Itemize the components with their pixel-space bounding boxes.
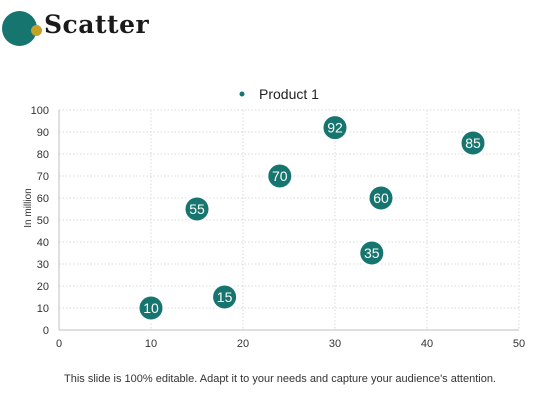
chart-legend: Product 1 — [239, 86, 319, 102]
data-point — [137, 294, 165, 322]
y-tick-label: 100 — [31, 105, 49, 117]
y-tick-label: 50 — [37, 215, 49, 227]
y-tick-label: 10 — [37, 303, 49, 315]
x-tick-label: 0 — [56, 338, 62, 350]
y-tick-label: 20 — [37, 281, 49, 293]
data-point-label: 85 — [465, 135, 481, 151]
data-point — [266, 162, 294, 190]
data-point — [358, 239, 386, 267]
logo-circle-small — [31, 25, 42, 36]
data-point — [321, 114, 349, 142]
data-point-label: 55 — [189, 201, 205, 217]
x-tick-label: 50 — [513, 338, 525, 350]
slide-title: Scatter — [44, 10, 150, 39]
grid-lines — [59, 109, 520, 330]
data-points: 10 15 55 70 92 35 60 85 — [137, 114, 487, 322]
data-point — [459, 129, 487, 157]
x-tick-label: 30 — [329, 338, 341, 350]
y-tick-label: 90 — [37, 127, 49, 139]
x-tick-label: 40 — [421, 338, 433, 350]
x-tick-label: 10 — [145, 338, 157, 350]
axes: 0 10 20 30 40 50 60 70 80 90 100 0 10 20 30 40 50 — [31, 105, 525, 350]
data-point-label: 10 — [143, 300, 159, 316]
y-tick-label: 70 — [37, 171, 49, 183]
data-point-label: 60 — [373, 190, 389, 206]
data-point-label: 70 — [272, 168, 288, 184]
slide-footer: This slide is 100% editable. Adapt it to… — [64, 373, 496, 385]
data-point-label: 35 — [364, 245, 380, 261]
data-point-label: 15 — [217, 289, 233, 305]
data-point — [367, 184, 395, 212]
y-tick-label: 60 — [37, 193, 49, 205]
y-axis-label: In million — [23, 188, 34, 227]
y-tick-label: 30 — [37, 259, 49, 271]
y-tick-label: 40 — [37, 237, 49, 249]
data-point — [211, 283, 239, 311]
data-point — [183, 195, 211, 223]
y-tick-label: 80 — [37, 149, 49, 161]
data-point-label: 92 — [327, 120, 343, 136]
y-tick-label: 0 — [43, 325, 49, 337]
legend-label: Product 1 — [259, 86, 319, 102]
legend-marker — [239, 91, 245, 97]
x-tick-label: 20 — [237, 338, 249, 350]
